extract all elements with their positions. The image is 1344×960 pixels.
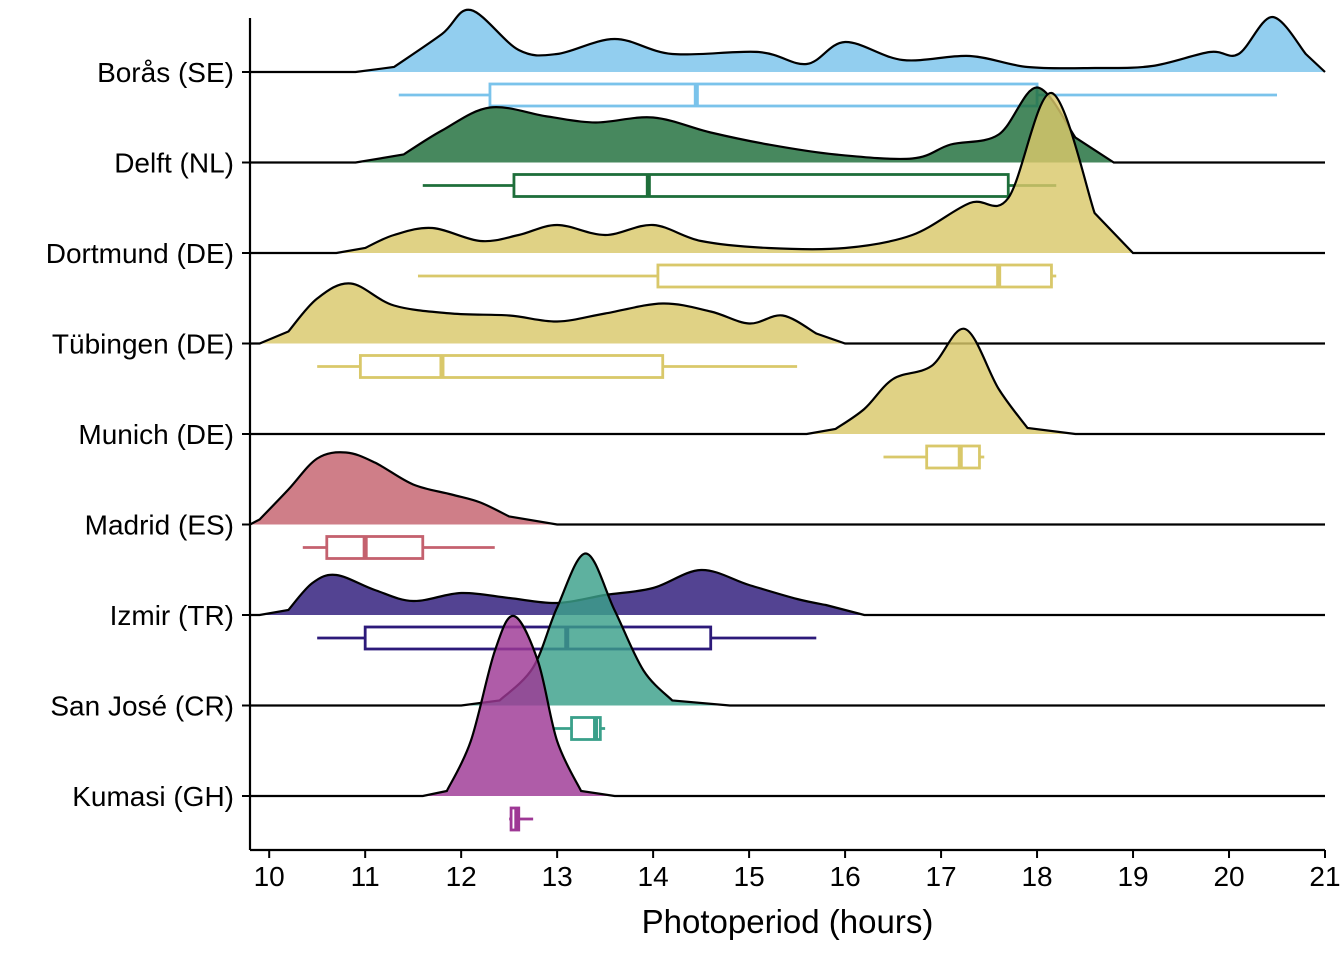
density-fill [259,569,865,615]
y-tick-label: Madrid (ES) [85,510,234,541]
x-tick-label: 11 [351,861,380,892]
x-tick-label: 12 [446,861,477,892]
density-outline [250,91,1325,255]
y-tick-label: San José (CR) [50,691,234,722]
density-fill [336,92,1133,253]
x-tick-labels: 10 11 12 13 14 15 16 17 18 19 20 21 [254,850,1341,892]
x-tick-label: 13 [542,861,573,892]
ridge-san-jos-cr [250,552,1325,741]
density-outline [250,614,1325,798]
density-outline [250,282,1325,345]
y-tick-label: Delft (NL) [114,148,234,179]
ridge-munich-de [250,327,1325,470]
x-tick-label: 15 [734,861,765,892]
density-outline [250,568,1325,617]
x-tick-label: 10 [254,861,285,892]
density-fill [259,283,846,344]
box-iqr [363,625,713,651]
box-iqr [570,716,602,741]
ridge-izmir-tr [250,568,1325,651]
ridge-t-bingen-de [250,282,1325,379]
box-iqr [656,263,1053,289]
density-fill [355,87,1114,163]
y-tick-label: Izmir (TR) [110,600,234,631]
ridge-delft-nl [250,86,1325,198]
x-tick-label: 18 [1021,861,1052,892]
ridge-dortmund-de [250,91,1325,289]
density-outline [250,86,1325,164]
y-tick-label: Munich (DE) [78,419,234,450]
ridge-bor-s-se [250,8,1326,108]
y-tick-label: Dortmund (DE) [46,238,234,269]
box-iqr [325,535,425,560]
density-fill [461,553,730,706]
x-tick-label: 19 [1117,861,1148,892]
density-fill [806,328,1076,434]
density-outline [249,451,1325,526]
density-fill [355,9,1326,72]
x-tick-label: 16 [830,861,861,892]
density-outline [250,552,1325,707]
x-axis-title: Photoperiod (hours) [642,903,934,940]
density-outline [250,327,1325,436]
density-outline [250,8,1326,74]
x-tick-label: 21 [1309,861,1340,892]
y-tick-label: Tübingen (DE) [52,329,234,360]
box-iqr [488,82,1039,108]
box-iqr [358,354,665,379]
y-tick-label: Kumasi (GH) [72,781,234,812]
box-iqr [925,444,981,470]
y-tick-labels: Borås (SE) Delft (NL) Dortmund (DE) Tübinge… [46,57,250,812]
density-fill [422,615,615,796]
ridge-kumasi-gh [250,614,1325,832]
x-tick-label: 17 [925,861,956,892]
box-iqr [512,173,1010,198]
ridges-layer [249,8,1326,832]
x-tick-label: 14 [638,861,669,892]
x-tick-label: 20 [1213,861,1244,892]
y-tick-label: Borås (SE) [97,57,234,88]
ridge-madrid-es [249,451,1325,560]
density-fill [250,452,558,525]
